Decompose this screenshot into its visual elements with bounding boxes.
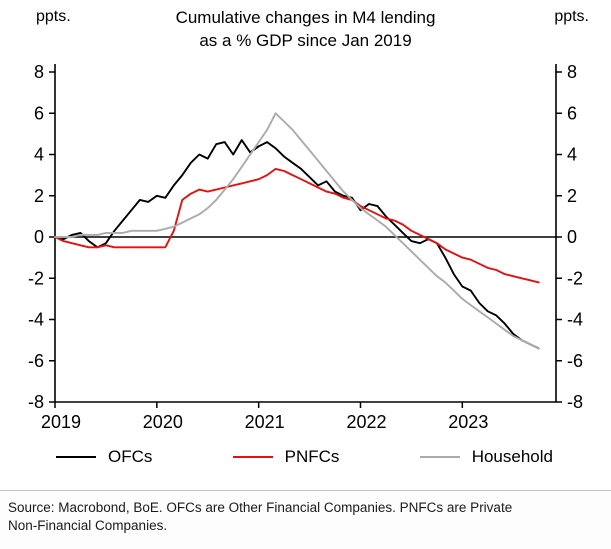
chart-legend: OFCs PNFCs Household [0, 442, 611, 472]
legend-label-household: Household [471, 447, 553, 466]
legend-line-household [419, 456, 460, 458]
y-tick-label-left: -6 [28, 351, 44, 371]
x-tick-label: 2020 [143, 412, 183, 432]
source-note-line1: Source: Macrobond, BoE. OFCs are Other F… [8, 500, 513, 515]
chart-title-line1: Cumulative changes in M4 lending [175, 8, 436, 27]
x-tick-label: 2021 [245, 412, 285, 432]
series-line-pnfcs [54, 167, 540, 284]
x-tick-label: 2019 [41, 412, 81, 432]
series-line-household [54, 112, 540, 350]
source-note: Source: Macrobond, BoE. OFCs are Other F… [0, 490, 611, 549]
y-tick-label-right: 8 [567, 62, 577, 82]
y-tick-label-left: -2 [28, 268, 44, 288]
legend-item-ofcs: OFCs [56, 447, 152, 467]
y-axis-unit-right: ppts. [554, 8, 589, 25]
y-tick-label-right: 0 [567, 227, 577, 247]
y-tick-label-left: 6 [34, 103, 44, 123]
chart-canvas: -8 -8 -6 -6 -4 -4 -2 -2 0 0 2 2 4 4 6 6 8 8 2019 2020 2021 20… [28, 62, 583, 432]
y-tick-label-right: -2 [567, 268, 583, 288]
y-tick-label-right: 2 [567, 186, 577, 206]
y-tick-label-right: -8 [567, 392, 583, 412]
legend-item-household: Household [419, 447, 553, 467]
y-tick-label-right: 4 [567, 145, 577, 165]
series-line-ofcs [54, 139, 540, 350]
legend-label-ofcs: OFCs [108, 447, 153, 466]
chart-title-line2: as a % GDP since Jan 2019 [199, 31, 412, 50]
source-note-line2: Non-Financial Companies. [8, 518, 168, 533]
y-tick-label-right: -6 [567, 351, 583, 371]
legend-label-pnfcs: PNFCs [284, 447, 340, 466]
y-tick-label-left: 2 [34, 186, 44, 206]
y-tick-label-left: -4 [28, 310, 44, 330]
x-tick-label: 2023 [448, 412, 488, 432]
y-tick-label-left: 8 [34, 62, 44, 82]
y-tick-label-left: 0 [34, 227, 44, 247]
legend-item-pnfcs: PNFCs [232, 447, 340, 467]
legend-line-pnfcs [232, 456, 273, 458]
y-tick-label-right: 6 [567, 103, 577, 123]
y-tick-label-left: 4 [34, 145, 44, 165]
legend-line-ofcs [56, 456, 96, 458]
chart-title: Cumulative changes in M4 lending as a % … [90, 6, 521, 52]
y-axis-unit-left: ppts. [36, 8, 71, 25]
y-tick-label-left: -8 [28, 392, 44, 412]
y-tick-label-right: -4 [567, 310, 583, 330]
x-tick-label: 2022 [346, 412, 386, 432]
chart-header: ppts. Cumulative changes in M4 lending a… [0, 0, 611, 58]
